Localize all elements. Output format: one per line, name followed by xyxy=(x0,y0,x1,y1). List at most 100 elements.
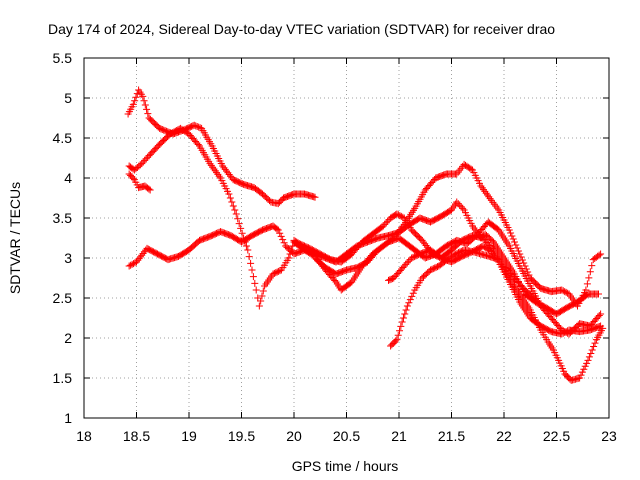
data-point xyxy=(244,246,252,254)
data-point xyxy=(511,238,518,246)
data-point xyxy=(249,273,257,281)
data-point xyxy=(144,110,152,118)
data-point xyxy=(143,105,151,113)
data-point xyxy=(583,359,591,367)
x-axis-label: GPS time / hours xyxy=(292,458,399,474)
data-point xyxy=(280,239,288,247)
data-point xyxy=(558,330,566,338)
data-point xyxy=(195,123,203,131)
data-point xyxy=(214,170,222,178)
data-point xyxy=(590,343,598,351)
data-point xyxy=(585,274,593,282)
data-point xyxy=(247,259,255,267)
axis-ticks xyxy=(83,57,610,419)
data-point xyxy=(403,259,411,267)
data-point xyxy=(231,206,239,214)
series-sat-c xyxy=(125,170,154,194)
data-point xyxy=(232,210,240,218)
data-point xyxy=(400,262,408,270)
data-point xyxy=(393,210,401,218)
x-tick-label: 21 xyxy=(391,428,407,444)
data-point xyxy=(257,297,265,305)
data-point xyxy=(512,241,520,249)
data-point xyxy=(277,232,285,240)
data-point xyxy=(274,226,282,234)
data-point xyxy=(457,203,465,211)
data-point xyxy=(408,292,416,300)
data-point xyxy=(562,288,570,296)
data-point xyxy=(228,198,236,206)
data-point xyxy=(258,292,266,300)
data-point xyxy=(146,186,154,194)
data-point xyxy=(276,229,284,237)
data-point xyxy=(396,327,404,335)
data-point xyxy=(392,337,400,345)
data-point xyxy=(405,257,413,265)
data-point xyxy=(210,165,218,173)
data-point xyxy=(409,289,417,297)
data-point xyxy=(597,250,605,258)
data-point xyxy=(229,202,237,210)
data-point xyxy=(311,193,319,201)
data-point xyxy=(561,288,569,296)
data-point xyxy=(131,97,139,105)
y-tick-label: 4.5 xyxy=(53,130,73,146)
data-point xyxy=(399,213,407,221)
data-point xyxy=(587,349,595,357)
data-point xyxy=(379,222,387,230)
data-point xyxy=(142,155,150,163)
data-point xyxy=(136,161,144,169)
y-tick-label: 3 xyxy=(64,250,72,266)
data-point xyxy=(580,365,588,373)
data-point xyxy=(393,336,401,344)
data-point xyxy=(513,244,521,252)
data-point xyxy=(454,200,462,208)
y-axis-label: SDTVAR / TECUs xyxy=(7,182,23,294)
data-point xyxy=(139,158,147,166)
data-point xyxy=(129,100,137,108)
data-point xyxy=(234,215,242,223)
data-point xyxy=(481,187,489,195)
data-point xyxy=(192,122,200,130)
data-point xyxy=(190,121,198,129)
data-point xyxy=(132,93,140,101)
data-point xyxy=(406,296,414,304)
data-point xyxy=(381,220,389,228)
data-point xyxy=(595,290,602,298)
x-tick-label: 23 xyxy=(601,428,617,444)
data-point xyxy=(453,198,461,206)
data-point xyxy=(141,101,149,109)
data-point xyxy=(252,286,260,294)
data-point xyxy=(483,191,491,199)
data-point xyxy=(140,97,148,105)
data-point xyxy=(207,161,215,169)
data-point xyxy=(507,229,515,237)
data-point xyxy=(248,266,256,274)
data-point xyxy=(399,314,407,322)
data-point xyxy=(478,184,486,192)
data-point xyxy=(482,189,490,197)
data-marks xyxy=(124,86,607,384)
data-point xyxy=(517,253,525,261)
x-tick-label: 18.5 xyxy=(123,428,150,444)
data-point xyxy=(194,141,202,148)
data-point xyxy=(578,368,586,376)
data-point xyxy=(518,256,526,264)
data-point xyxy=(581,362,589,370)
data-point xyxy=(401,310,409,318)
x-tick-label: 20.5 xyxy=(333,428,360,444)
data-point xyxy=(237,224,245,232)
x-tick-label: 20 xyxy=(286,428,302,444)
data-point xyxy=(382,219,390,227)
data-point xyxy=(384,217,392,225)
x-tick-labels: 18 18.5 19 19.5 20 20.5 21 21.5 22 22.5 23 xyxy=(76,428,617,444)
data-point xyxy=(595,251,603,259)
data-point xyxy=(584,356,592,364)
data-point xyxy=(394,331,402,339)
data-point xyxy=(145,185,153,193)
data-point xyxy=(397,322,405,330)
data-point xyxy=(559,287,567,295)
data-point xyxy=(558,286,566,294)
